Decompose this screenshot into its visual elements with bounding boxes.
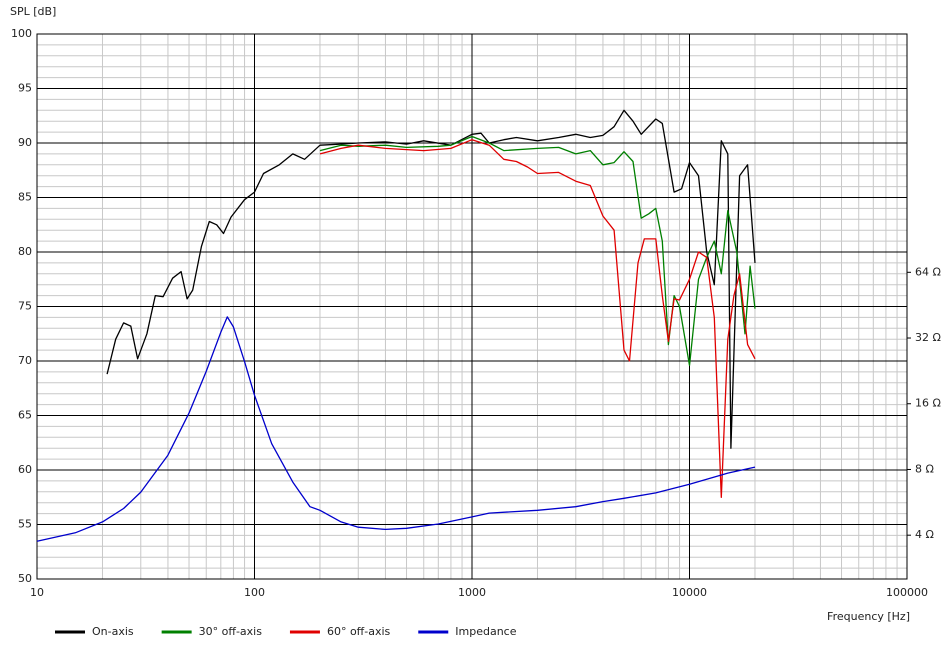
x-axis-title: Frequency [Hz] xyxy=(827,610,910,623)
y-axis-title: SPL [dB] xyxy=(10,5,56,18)
x-tick-label: 10000 xyxy=(672,586,707,599)
x-tick-label: 100 xyxy=(244,586,265,599)
y-tick-label: 65 xyxy=(18,409,32,422)
y2-tick-label: 4 Ω xyxy=(915,528,934,541)
y-tick-label: 80 xyxy=(18,245,32,258)
y2-tick-label: 32 Ω xyxy=(915,331,941,344)
y-tick-label: 95 xyxy=(18,82,32,95)
y2-tick-label: 16 Ω xyxy=(915,397,941,410)
y2-tick-label: 8 Ω xyxy=(915,462,934,475)
plot-frame xyxy=(36,33,908,580)
series-line xyxy=(319,135,756,367)
x-tick-label: 100000 xyxy=(886,586,928,599)
legend-label: 30° off-axis xyxy=(199,625,263,638)
x-tick-label: 1000 xyxy=(458,586,486,599)
legend-label: Impedance xyxy=(455,625,516,638)
series-line xyxy=(319,139,756,498)
legend-label: 60° off-axis xyxy=(327,625,391,638)
y-tick-label: 85 xyxy=(18,191,32,204)
series-line xyxy=(106,109,756,449)
y-tick-label: 60 xyxy=(18,463,32,476)
x-tick-label: 10 xyxy=(30,586,44,599)
y-tick-label: 100 xyxy=(11,27,32,40)
y-tick-label: 75 xyxy=(18,300,32,313)
y-tick-label: 70 xyxy=(18,354,32,367)
y-tick-label: 50 xyxy=(18,572,32,585)
y-tick-label: 90 xyxy=(18,136,32,149)
y-tick-label: 55 xyxy=(18,518,32,531)
y2-tick-label: 64 Ω xyxy=(915,265,941,278)
series-line xyxy=(36,316,756,542)
legend-label: On-axis xyxy=(92,625,134,638)
